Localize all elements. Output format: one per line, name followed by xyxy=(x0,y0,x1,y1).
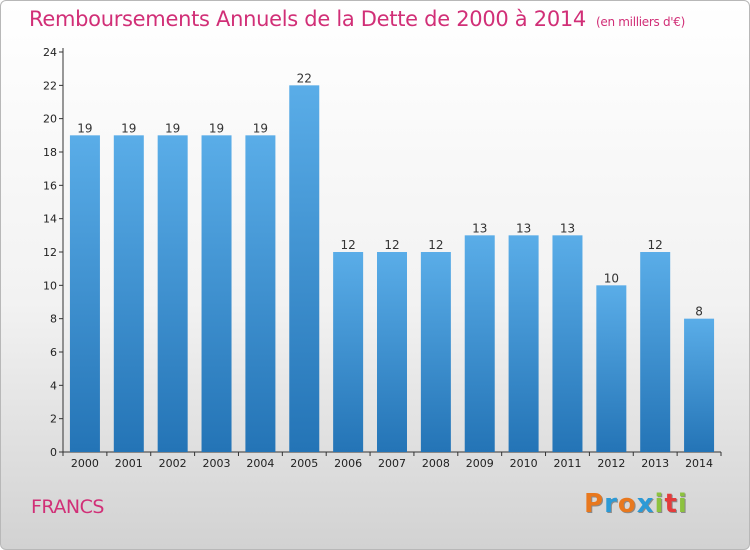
data-label-2013: 12 xyxy=(648,238,663,252)
bar-2005 xyxy=(289,85,320,452)
bar-2011 xyxy=(552,235,583,452)
x-tick-label-2013: 2013 xyxy=(641,457,669,470)
data-label-2008: 12 xyxy=(428,238,443,252)
bar-2010 xyxy=(508,235,539,452)
chart-title-text: Remboursements Annuels de la Dette de 20… xyxy=(29,7,586,31)
data-label-2001: 19 xyxy=(121,121,136,135)
logo-letter: P xyxy=(584,489,605,519)
bar-2001 xyxy=(113,135,144,453)
bar-2003 xyxy=(201,135,232,453)
data-label-2009: 13 xyxy=(472,221,487,235)
proxiti-logo: Proxiti xyxy=(584,489,688,519)
x-tick-label-2005: 2005 xyxy=(290,457,318,470)
bar-2008 xyxy=(420,252,451,452)
data-label-2012: 10 xyxy=(604,271,619,285)
logo-letter: o xyxy=(617,489,637,519)
x-tick-label-2007: 2007 xyxy=(378,457,406,470)
x-tick-label-2003: 2003 xyxy=(203,457,231,470)
x-tick-label-2009: 2009 xyxy=(466,457,494,470)
y-tick-label: 6 xyxy=(50,346,57,359)
chart-unit: (en milliers d'€) xyxy=(596,15,686,29)
bar-2002 xyxy=(157,135,188,453)
x-tick-label-2012: 2012 xyxy=(597,457,625,470)
data-label-2010: 13 xyxy=(516,221,531,235)
x-tick-label-2011: 2011 xyxy=(553,457,581,470)
data-label-2007: 12 xyxy=(384,238,399,252)
logo-letter: r xyxy=(604,489,618,519)
data-label-2014: 8 xyxy=(695,305,703,319)
data-label-2011: 13 xyxy=(560,221,575,235)
bar-2013 xyxy=(640,252,671,452)
y-tick-label: 0 xyxy=(50,446,57,459)
x-tick-label-2014: 2014 xyxy=(685,457,713,470)
x-tick-label-2001: 2001 xyxy=(115,457,143,470)
logo-letter: t xyxy=(664,489,678,519)
data-label-2004: 19 xyxy=(253,121,268,135)
x-tick-label-2008: 2008 xyxy=(422,457,450,470)
bar-2004 xyxy=(245,135,276,453)
logo-letter: x xyxy=(636,489,655,519)
y-tick-label: 12 xyxy=(43,246,57,259)
logo-letter: i xyxy=(654,489,665,519)
y-tick-label: 18 xyxy=(43,146,57,159)
y-tick-label: 4 xyxy=(50,379,57,392)
y-tick-label: 20 xyxy=(43,113,57,126)
commune-label: FRANCS xyxy=(31,496,104,518)
bar-2007 xyxy=(377,252,407,452)
y-tick-label: 10 xyxy=(43,279,57,292)
y-tick-label: 2 xyxy=(50,413,57,426)
data-label-2002: 19 xyxy=(165,121,180,135)
bar-2000 xyxy=(69,135,100,453)
bar-2009 xyxy=(464,235,495,452)
data-label-2000: 19 xyxy=(77,121,92,135)
x-tick-label-2004: 2004 xyxy=(246,457,274,470)
x-tick-label-2002: 2002 xyxy=(159,457,187,470)
data-label-2006: 12 xyxy=(340,238,355,252)
y-tick-label: 14 xyxy=(43,213,57,226)
data-label-2003: 19 xyxy=(209,121,224,135)
logo-letter: i xyxy=(677,489,688,519)
bar-2006 xyxy=(333,252,364,452)
y-tick-label: 24 xyxy=(43,46,57,59)
y-tick-label: 16 xyxy=(43,179,57,192)
bar-2014 xyxy=(684,318,715,452)
x-tick-label-2010: 2010 xyxy=(510,457,538,470)
x-tick-label-2006: 2006 xyxy=(334,457,362,470)
chart-title: Remboursements Annuels de la Dette de 20… xyxy=(29,7,685,31)
x-tick-label-2000: 2000 xyxy=(71,457,99,470)
y-tick-label: 22 xyxy=(43,79,57,92)
bar-2012 xyxy=(596,285,627,452)
y-tick-label: 8 xyxy=(50,313,57,326)
data-label-2005: 22 xyxy=(297,71,312,85)
